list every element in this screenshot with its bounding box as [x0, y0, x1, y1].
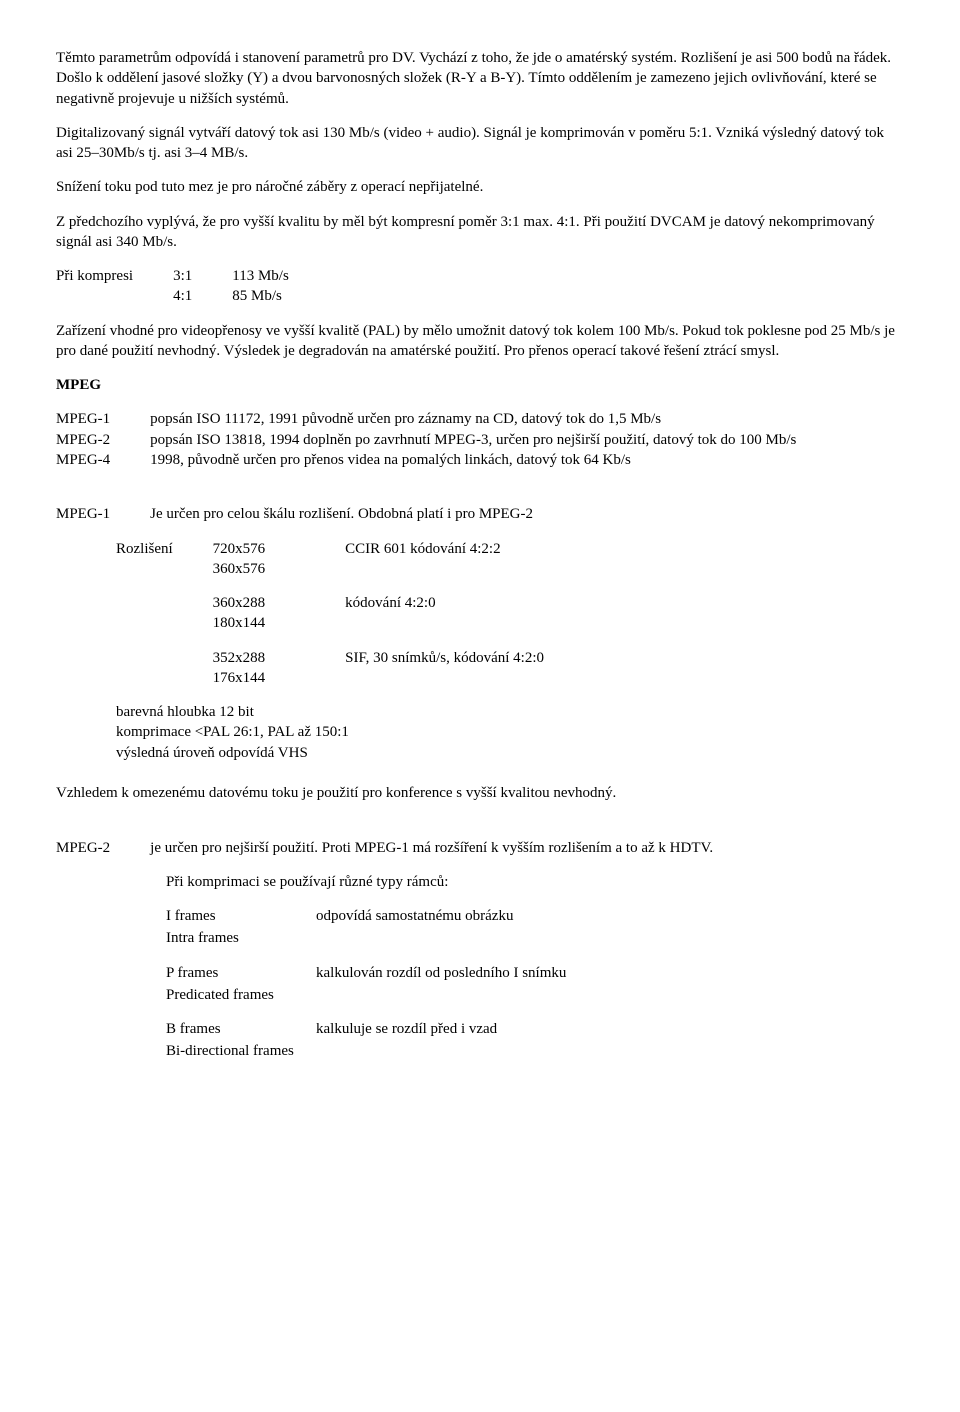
mpeg-def-key: MPEG-1	[56, 409, 150, 429]
paragraph: Snížení toku pod tuto mez je pro náročné…	[56, 177, 904, 197]
mpeg-def-val: popsán ISO 13818, 1994 doplněn po zavrhn…	[150, 430, 796, 450]
mpeg-def-key: MPEG-4	[56, 450, 150, 470]
paragraph: Z předchozího vyplývá, že pro vyšší kval…	[56, 212, 904, 253]
mpeg-def-key: MPEG-2	[56, 430, 150, 450]
mpeg-def-val: popsán ISO 11172, 1991 původně určen pro…	[150, 409, 796, 429]
paragraph: Vzhledem k omezenému datovému toku je po…	[56, 783, 904, 803]
resolution-label: Rozlišení	[116, 539, 213, 559]
extra-line: komprimace <PAL 26:1, PAL až 150:1	[116, 722, 904, 742]
resolution-note: CCIR 601 kódování 4:2:2	[345, 539, 544, 559]
frame-group: B frames kalkuluje se rozdíl před i vzad…	[166, 1019, 904, 1062]
compression-label-empty	[56, 286, 173, 306]
mpeg1-line: MPEG-1 Je určen pro celou škálu rozlišen…	[56, 504, 533, 524]
paragraph: Těmto parametrům odpovídá i stanovení pa…	[56, 48, 904, 109]
resolution-note: kódování 4:2:0	[345, 593, 544, 613]
extra-line: výsledná úroveň odpovídá VHS	[116, 743, 904, 763]
compression-rate: 85 Mb/s	[232, 286, 289, 306]
mpeg1-key: MPEG-1	[56, 504, 150, 524]
frame-desc: kalkuluje se rozdíl před i vzad	[316, 1019, 497, 1039]
mpeg-heading: MPEG	[56, 375, 904, 395]
resolution-value: 352x288	[213, 648, 346, 668]
compression-ratio: 4:1	[173, 286, 232, 306]
mpeg2-val: je určen pro nejširší použití. Proti MPE…	[150, 838, 713, 858]
compression-ratio: 3:1	[173, 266, 232, 286]
resolution-note: SIF, 30 snímků/s, kódování 4:2:0	[345, 648, 544, 668]
frame-name: P frames	[166, 963, 316, 983]
frame-name: B frames	[166, 1019, 316, 1039]
frame-desc: odpovídá samostatnému obrázku	[316, 906, 513, 926]
frame-desc: kalkulován rozdíl od posledního I snímku	[316, 963, 566, 983]
mpeg1-val: Je určen pro celou škálu rozlišení. Obdo…	[150, 504, 533, 524]
resolution-value: 360x576	[213, 559, 346, 579]
mpeg-definitions: MPEG-1 popsán ISO 11172, 1991 původně ur…	[56, 409, 796, 470]
mpeg-def-val: 1998, původně určen pro přenos videa na …	[150, 450, 796, 470]
mpeg2-line: MPEG-2 je určen pro nejširší použití. Pr…	[56, 838, 713, 858]
resolution-value: 180x144	[213, 613, 346, 633]
frame-sub: Intra frames	[166, 928, 904, 948]
frame-name: I frames	[166, 906, 316, 926]
resolution-value: 720x576	[213, 539, 346, 559]
mpeg2-sub-intro: Při komprimaci se používají různé typy r…	[166, 872, 904, 892]
frame-sub: Predicated frames	[166, 985, 904, 1005]
frame-sub: Bi-directional frames	[166, 1041, 904, 1061]
compression-table: Při kompresi 3:1 113 Mb/s 4:1 85 Mb/s	[56, 266, 289, 307]
mpeg2-sub: Při komprimaci se používají různé typy r…	[166, 872, 904, 1062]
resolution-value: 360x288	[213, 593, 346, 613]
mpeg2-key: MPEG-2	[56, 838, 150, 858]
extra-line: barevná hloubka 12 bit	[116, 702, 904, 722]
frame-group: I frames odpovídá samostatnému obrázku I…	[166, 906, 904, 949]
extra-lines: barevná hloubka 12 bit komprimace <PAL 2…	[56, 702, 904, 763]
compression-rate: 113 Mb/s	[232, 266, 289, 286]
paragraph: Digitalizovaný signál vytváří datový tok…	[56, 123, 904, 164]
resolution-table: Rozlišení 720x576 CCIR 601 kódování 4:2:…	[116, 539, 544, 689]
resolution-value: 176x144	[213, 668, 346, 688]
frame-group: P frames kalkulován rozdíl od posledního…	[166, 963, 904, 1006]
paragraph: Zařízení vhodné pro videopřenosy ve vyšš…	[56, 321, 904, 362]
compression-label: Při kompresi	[56, 266, 173, 286]
